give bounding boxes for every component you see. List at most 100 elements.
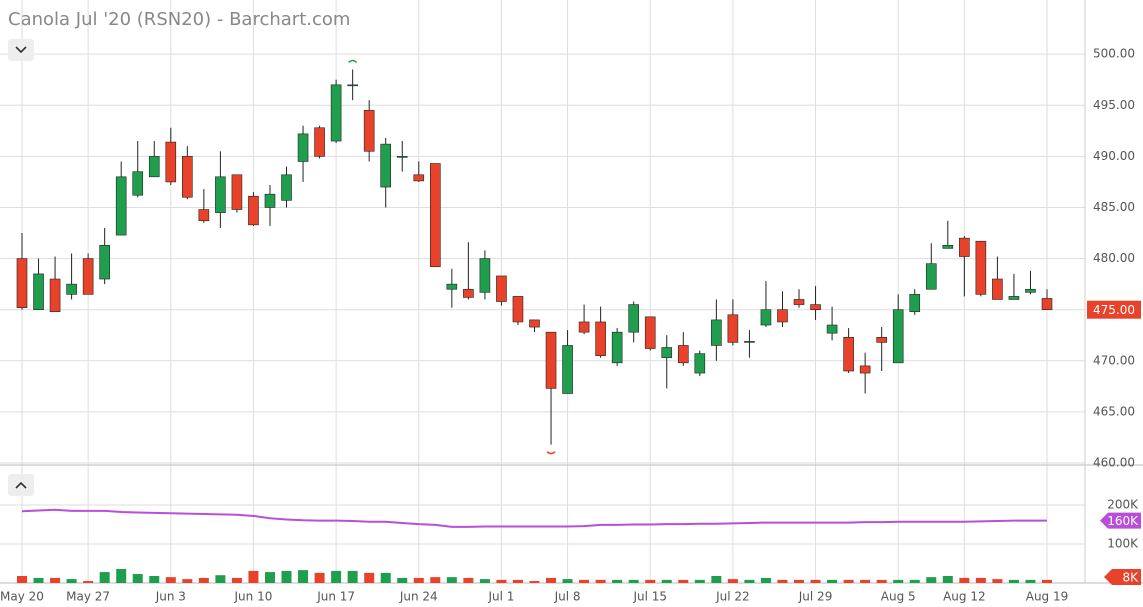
volume-bar: [794, 579, 805, 583]
candle-body: [496, 275, 507, 302]
volume-bar: [694, 579, 705, 583]
candle-body: [281, 174, 292, 201]
volume-bar: [430, 577, 441, 583]
volume-bar: [446, 577, 457, 583]
candle-body: [694, 353, 706, 374]
volume-bar: [926, 577, 937, 583]
x-tick-label: Jul 8: [554, 590, 581, 604]
candle-body: [975, 240, 987, 295]
candle-body: [1025, 288, 1036, 293]
candle-body: [661, 347, 673, 359]
candle-body: [959, 237, 970, 257]
volume-bar: [66, 579, 77, 583]
volume-bar: [248, 570, 259, 583]
volume-bar: [777, 579, 788, 583]
volume-bar: [843, 579, 854, 583]
volume-bar: [463, 577, 474, 583]
candle-body: [115, 176, 127, 236]
candle-body: [16, 258, 28, 308]
x-tick-label: Jun 24: [399, 590, 438, 604]
volume-bar: [364, 572, 375, 583]
volume-bar: [347, 570, 358, 583]
volume-bar: [546, 577, 557, 583]
candle-body: [529, 319, 540, 328]
candle-body: [892, 309, 904, 364]
y-tick-label: 485.00: [1093, 200, 1135, 214]
volume-bar: [165, 577, 176, 583]
collapse-button[interactable]: [8, 39, 34, 61]
volume-bar: [116, 568, 127, 583]
y-tick-label: 500.00: [1093, 47, 1135, 61]
y-tick-label: 100K: [1107, 537, 1139, 551]
candle-body: [1041, 298, 1053, 310]
volume-bar: [942, 575, 953, 583]
candle-body: [711, 319, 722, 346]
x-tick-label: Jun 10: [234, 590, 273, 604]
volume-bar: [479, 579, 490, 583]
x-tick-label: Jul 15: [632, 590, 667, 604]
volume-bar: [231, 577, 242, 583]
volume-bar: [711, 575, 722, 583]
volume-bar: [876, 579, 887, 583]
candle-body: [909, 294, 921, 313]
candle-body: [314, 127, 325, 157]
candle-body: [628, 304, 639, 333]
volume-bar: [562, 579, 573, 583]
x-tick-label: Aug 19: [1026, 590, 1069, 604]
candle-body: [413, 174, 425, 182]
candle-body: [760, 309, 772, 326]
volume-bar: [182, 579, 193, 583]
volume-bar: [595, 579, 606, 583]
candle-body: [396, 156, 408, 158]
candle-body: [446, 283, 458, 290]
x-tick-label: May 20: [0, 590, 44, 604]
x-tick-label: Jul 1: [487, 590, 514, 604]
low-marker: [546, 451, 556, 455]
candle-body: [182, 156, 193, 198]
y-tick-label: 470.00: [1093, 353, 1135, 367]
candle-body: [578, 321, 590, 333]
candle-body: [297, 133, 309, 162]
volume-bar: [727, 579, 738, 583]
volume-bar: [959, 577, 970, 583]
volume-bar: [760, 577, 771, 583]
volume-bar: [33, 577, 44, 583]
volume-bar: [99, 572, 110, 583]
volume-bar: [827, 579, 838, 583]
volume-bar: [810, 579, 821, 583]
volume-bar: [380, 572, 391, 583]
collapse-icon: [15, 481, 27, 489]
candle-body: [463, 288, 474, 298]
candle-body: [677, 345, 689, 364]
marks: [16, 59, 1053, 583]
candle-body: [992, 278, 1003, 300]
candle-body: [99, 244, 110, 280]
collapse-button[interactable]: [8, 474, 34, 496]
candle-body: [644, 316, 656, 349]
volume-bar: [1042, 579, 1052, 583]
candle-body: [942, 244, 954, 249]
candle-body: [545, 331, 557, 389]
candle-body: [148, 156, 160, 178]
volume-bar: [149, 575, 160, 583]
candle-body: [66, 283, 77, 295]
volume-bar: [909, 579, 920, 583]
volume-bar: [397, 577, 408, 583]
volume-bar: [1008, 579, 1019, 583]
volume-tag: [1104, 569, 1141, 585]
volume-bar: [992, 579, 1003, 583]
x-tick-label: Jun 3: [155, 590, 186, 604]
volume-bar: [744, 579, 755, 583]
candle-body: [859, 365, 871, 374]
x-tick-label: Jul 29: [798, 590, 833, 604]
volume-bar: [314, 572, 325, 583]
candle-body: [925, 263, 937, 290]
candle-body: [562, 345, 573, 394]
x-tick-label: Jun 17: [316, 590, 355, 604]
candle-body: [198, 209, 210, 222]
candle-body: [215, 176, 226, 213]
candle-body: [727, 314, 739, 343]
ma-label: 160K: [1107, 514, 1139, 528]
